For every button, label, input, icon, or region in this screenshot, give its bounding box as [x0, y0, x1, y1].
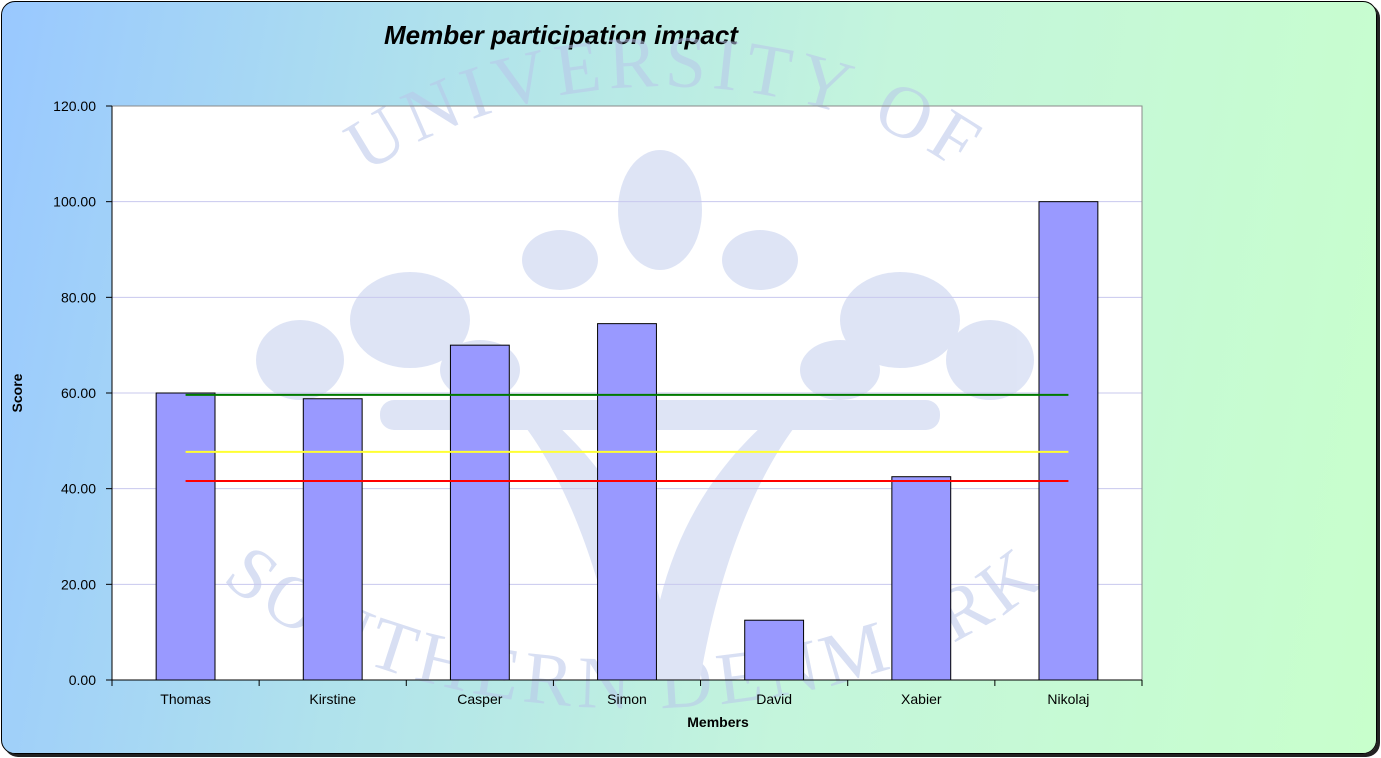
chart-title: Member participation impact: [384, 20, 738, 50]
y-tick-label: 0.00: [69, 672, 96, 688]
x-tick-label: Simon: [607, 691, 647, 707]
y-tick-label: 20.00: [61, 576, 96, 592]
bar-simon: [597, 323, 657, 681]
y-tick-label: 100.00: [53, 194, 96, 210]
bar-david: [744, 619, 805, 681]
bar-kirstine: [302, 398, 363, 681]
bar-xabier: [891, 476, 952, 681]
x-tick-label: David: [756, 691, 792, 707]
y-tick-label: 80.00: [61, 289, 96, 305]
y-tick-label: 60.00: [61, 385, 96, 401]
bar-casper: [449, 344, 510, 681]
bar-thomas: [155, 392, 216, 681]
x-tick-label: Xabier: [901, 691, 942, 707]
x-tick-label: Nikolaj: [1047, 691, 1089, 707]
x-tick-label: Thomas: [160, 691, 211, 707]
x-tick-label: Kirstine: [309, 691, 356, 707]
x-axis-label: Members: [687, 714, 749, 730]
y-tick-label: 40.00: [61, 481, 96, 497]
bar-nikolaj: [1038, 201, 1099, 681]
y-tick-label: 120.00: [53, 98, 96, 114]
x-tick-label: Casper: [457, 691, 502, 707]
